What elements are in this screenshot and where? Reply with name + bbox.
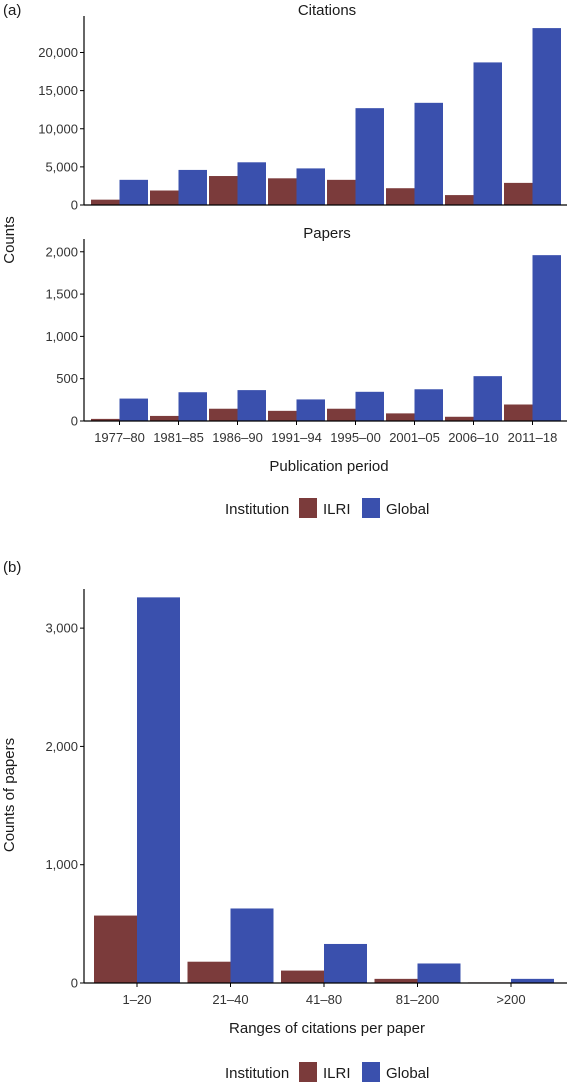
papers-x-tick-label: 2006–10 (448, 430, 499, 445)
citations-bar-ilri-2006-10 (445, 195, 474, 205)
citations-bar-global-2001-05 (414, 102, 443, 205)
papers-bar-ilri-1977-80 (91, 418, 120, 421)
panel-a-label: (a) (3, 2, 21, 19)
panel-a-x-axis-title: Publication period (269, 458, 388, 475)
panel-a-legend: Institution ILRI Global (225, 498, 429, 518)
papers-bar-ilri-2006-10 (445, 416, 474, 421)
papers-x-tick-label: 1991–94 (271, 430, 322, 445)
panel-b-legend-swatch-global (362, 1062, 380, 1082)
panel-b-x-axis-title: Ranges of citations per paper (229, 1020, 425, 1037)
citations-bar-global-1981-85 (178, 169, 207, 205)
citations-bar-ilri-1986-90 (209, 176, 238, 205)
citations-y-tick-label: 15,000 (38, 83, 78, 98)
citations-bar-global-1995-00 (355, 108, 384, 205)
ranges-bar-global-81-200 (417, 963, 461, 983)
papers-y-tick-label: 1,500 (45, 287, 78, 302)
citations-y-tick-label: 10,000 (38, 121, 78, 136)
papers-facet-title: Papers (303, 225, 351, 242)
panel-a-legend-swatch-global (362, 498, 380, 518)
citations-bar-ilri-2011-18 (504, 182, 533, 205)
papers-bar-ilri-1981-85 (150, 415, 179, 421)
ranges-y-tick-label: 0 (71, 976, 78, 991)
ranges-x-tick-label: 41–80 (306, 992, 342, 1007)
ranges-bar-ilri-1-20 (94, 915, 137, 983)
papers-y-tick-label: 0 (71, 414, 78, 429)
papers-bar-global-2001-05 (414, 389, 443, 421)
citation-ranges-plot: 0 1,000 2,000 3,000 1–20 21–40 41–80 81–200 >200 (45, 589, 567, 1007)
citations-y-tick-label: 0 (71, 198, 78, 213)
panel-a-legend-swatch-ilri (299, 498, 317, 518)
ranges-bar-global-21-40 (230, 908, 274, 983)
panel-a-legend-label-ilri: ILRI (323, 501, 351, 518)
papers-bar-global-1977-80 (119, 398, 148, 421)
panel-b-legend-label-global: Global (386, 1065, 429, 1082)
panel-b-y-axis-title: Counts of papers (1, 738, 18, 852)
panel-a-legend-label-global: Global (386, 501, 429, 518)
papers-y-tick-label: 500 (56, 371, 78, 386)
papers-y-tick-label: 2,000 (45, 244, 78, 259)
citations-bar-global-2011-18 (532, 28, 561, 205)
panel-b-label: (b) (3, 559, 21, 576)
papers-bar-global-1995-00 (355, 391, 384, 421)
citations-y-tick-label: 5,000 (45, 159, 78, 174)
ranges-bar-global-41-80 (324, 943, 367, 983)
panel-b-legend-title: Institution (225, 1065, 289, 1082)
ranges-x-tick-label: 81–200 (396, 992, 439, 1007)
papers-bar-global-2011-18 (532, 255, 561, 421)
papers-bar-ilri-2001-05 (386, 413, 415, 421)
citations-bar-ilri-2001-05 (386, 188, 415, 205)
citations-bar-ilri-1995-00 (327, 179, 356, 205)
citations-bar-ilri-1977-80 (91, 199, 120, 205)
citations-plot: 0 5,000 10,000 15,000 20,000 (38, 16, 567, 213)
papers-x-tick-label: 2001–05 (389, 430, 440, 445)
citations-bar-global-2006-10 (473, 62, 502, 205)
papers-y-tick-label: 1,000 (45, 329, 78, 344)
papers-bar-ilri-1991-94 (268, 410, 297, 421)
papers-x-tick-label: 1995–00 (330, 430, 381, 445)
ranges-x-tick-label: >200 (496, 992, 525, 1007)
papers-x-tick-label: 2011–18 (508, 430, 558, 445)
papers-x-tick-label: 1986–90 (212, 430, 263, 445)
ranges-bar-global-1-20 (137, 597, 180, 983)
ranges-y-tick-label: 2,000 (45, 739, 78, 754)
citations-y-tick-label: 20,000 (38, 45, 78, 60)
ranges-bar-ilri-81-200 (374, 978, 418, 983)
citations-bar-ilri-1991-94 (268, 178, 297, 205)
papers-bar-global-1986-90 (237, 390, 266, 421)
ranges-bar-ilri-21-40 (187, 961, 231, 983)
papers-bar-ilri-1995-00 (327, 408, 356, 421)
papers-plot: 0 500 1,000 1,500 2,000 1977–80 1981–85 1986–90… (45, 239, 567, 445)
citations-bar-global-1986-90 (237, 162, 266, 205)
panel-b-legend: Institution ILRI Global (225, 1062, 429, 1082)
citations-bar-ilri-1981-85 (150, 190, 179, 205)
papers-x-tick-label: 1981–85 (153, 430, 204, 445)
ranges-x-tick-label: 21–40 (212, 992, 248, 1007)
panel-a-y-axis-title: Counts (1, 216, 18, 264)
papers-bar-ilri-1986-90 (209, 408, 238, 421)
ranges-bar-ilri-41-80 (281, 970, 324, 983)
citations-bar-global-1991-94 (296, 168, 325, 205)
citations-bar-global-1977-80 (119, 179, 148, 205)
ranges-x-tick-label: 1–20 (123, 992, 152, 1007)
papers-bar-global-2006-10 (473, 376, 502, 421)
citations-facet-title: Citations (298, 2, 356, 19)
papers-x-tick-label: 1977–80 (94, 430, 145, 445)
papers-bar-global-1981-85 (178, 392, 207, 421)
ranges-y-tick-label: 3,000 (45, 621, 78, 636)
papers-bar-global-1991-94 (296, 399, 325, 421)
panel-b-legend-label-ilri: ILRI (323, 1065, 351, 1082)
papers-bar-ilri-2011-18 (504, 404, 533, 421)
ranges-y-tick-label: 1,000 (45, 857, 78, 872)
panel-a-legend-title: Institution (225, 501, 289, 518)
ranges-bar-global-200 (511, 978, 554, 983)
panel-b-legend-swatch-ilri (299, 1062, 317, 1082)
